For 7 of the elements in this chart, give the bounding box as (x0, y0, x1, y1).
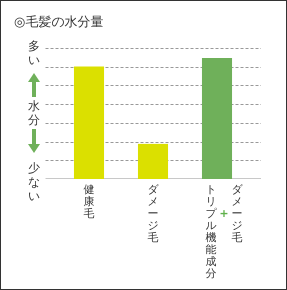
text: 少ない (27, 161, 41, 203)
y-axis-title: 水分 (27, 99, 41, 127)
category-label: ダメージ毛+トリプル機能成分 (206, 183, 242, 280)
x-tick-label: ダメージ毛 (146, 183, 160, 244)
chart-title: ◎毛髪の水分量 (14, 14, 104, 31)
x-tick-label: 健康毛 (82, 183, 96, 220)
text: 多い (27, 39, 41, 67)
